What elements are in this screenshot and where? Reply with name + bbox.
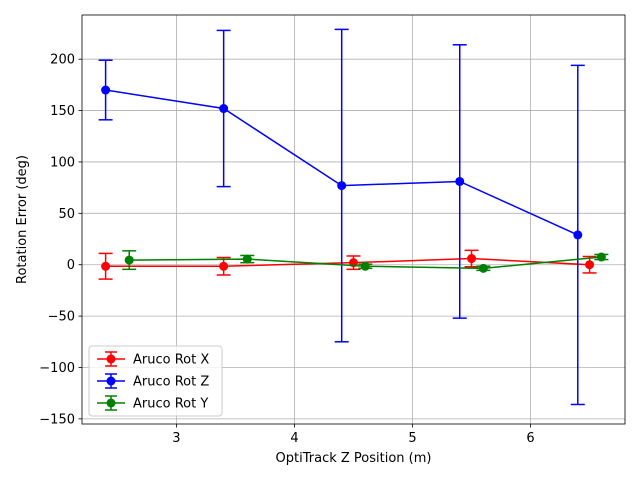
data-point [242, 254, 252, 264]
legend-marker [106, 354, 116, 364]
data-point [101, 261, 111, 271]
y-tick-label: 200 [50, 53, 75, 68]
data-point [337, 181, 347, 191]
y-tick-label: 100 [50, 155, 75, 170]
y-tick-label: 150 [50, 104, 75, 119]
plot-area-frame [81, 14, 626, 425]
x-tick-label: 6 [526, 431, 534, 446]
y-tick-label: 0 [67, 258, 75, 273]
legend-entry: Aruco Rot Y [97, 395, 208, 412]
legend-entry: Aruco Rot X [97, 351, 209, 368]
data-point [360, 261, 370, 271]
y-tick-label: −150 [39, 412, 75, 427]
x-axis-label: OptiTrack Z Position (m) [276, 451, 432, 466]
data-point [219, 104, 229, 114]
axis-ticks: 3 4 5 6 −150 −100 −50 0 50 100 150 200 [39, 53, 534, 446]
y-tick-label: −50 [48, 310, 75, 325]
data-point [101, 85, 111, 95]
data-point [478, 263, 488, 273]
legend: Aruco Rot X Aruco Rot Z Aruco Rot Y [88, 345, 223, 417]
legend-label: Aruco Rot X [133, 353, 209, 368]
series-layer [98, 28, 609, 406]
legend-box [88, 345, 223, 417]
y-tick-label: −100 [39, 361, 75, 376]
data-point [455, 176, 465, 186]
legend-marker [106, 398, 116, 408]
series-aruco-rot-z [98, 28, 585, 406]
x-tick-label: 4 [290, 431, 298, 446]
data-point [219, 261, 229, 271]
legend-label: Aruco Rot Z [133, 375, 209, 390]
data-point [585, 260, 595, 270]
series-aruco-rot-y [122, 250, 609, 273]
data-point [467, 254, 477, 264]
data-point [573, 230, 583, 240]
series-aruco-rot-x [98, 249, 597, 280]
legend-entry: Aruco Rot Z [97, 373, 209, 390]
data-point [596, 252, 606, 262]
legend-label: Aruco Rot Y [133, 397, 208, 412]
y-axis-label: Rotation Error (deg) [15, 155, 30, 284]
legend-marker [106, 376, 116, 386]
x-tick-label: 5 [408, 431, 416, 446]
grid [82, 15, 625, 424]
x-tick-label: 3 [172, 431, 180, 446]
y-tick-label: 50 [58, 207, 75, 222]
data-point [124, 255, 134, 265]
